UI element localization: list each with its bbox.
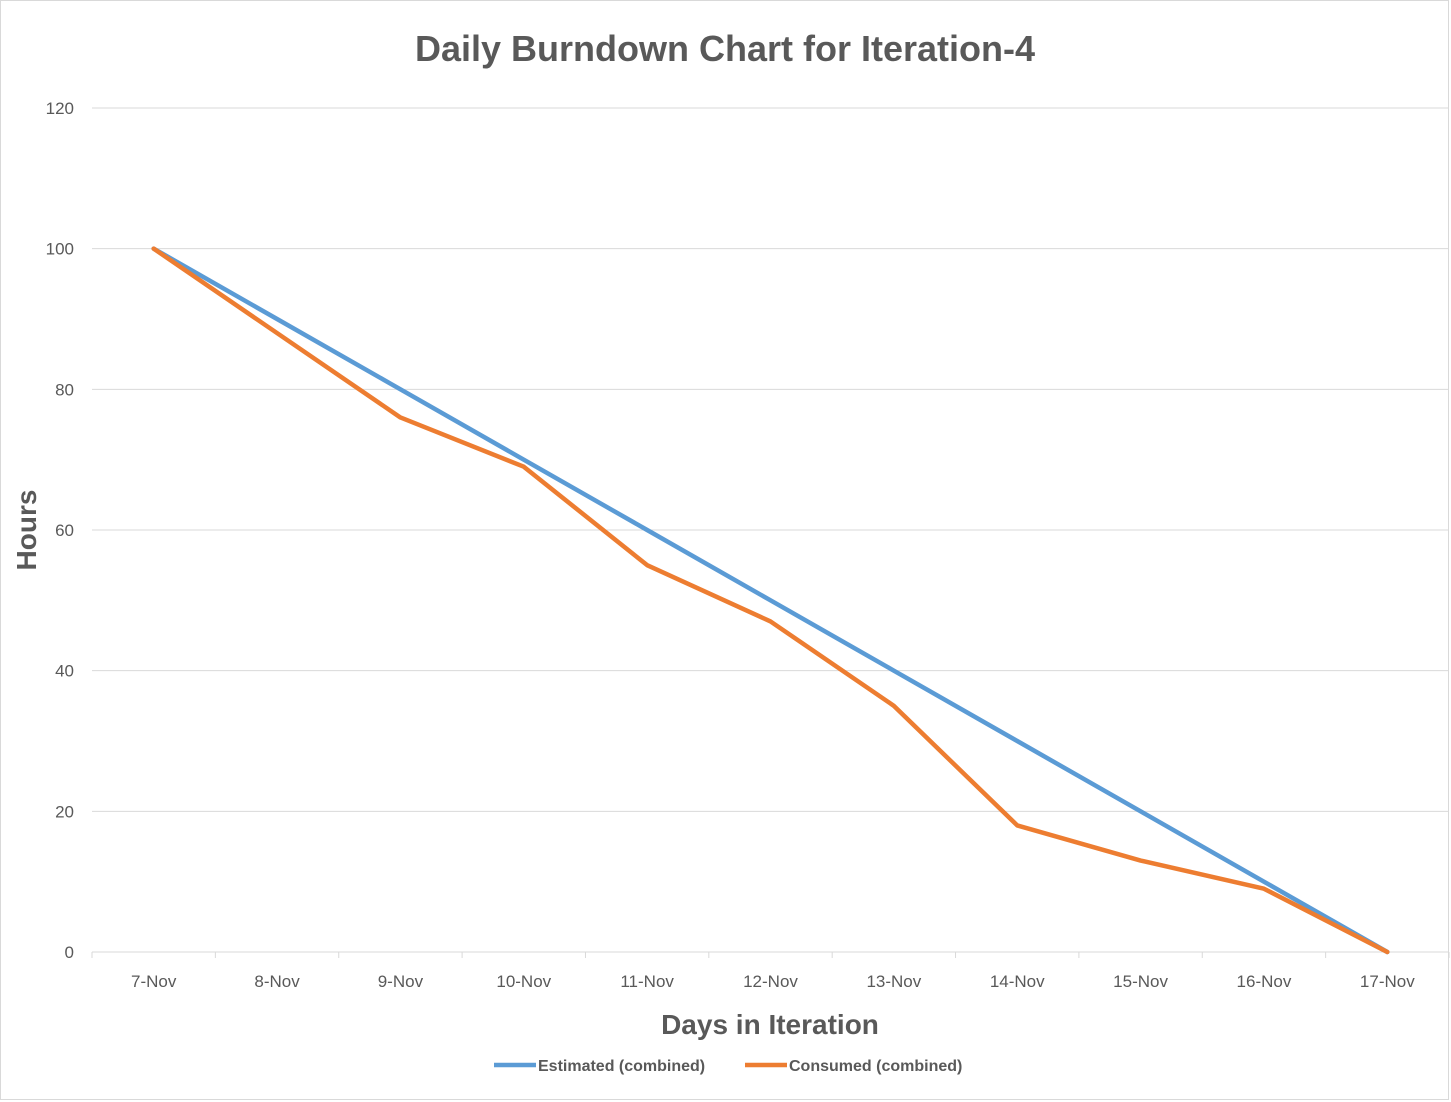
data-point [398,415,402,419]
data-point [522,465,526,469]
data-point [1385,950,1389,954]
y-axis-ticks: 0 20 40 60 80 100 120 [46,99,74,962]
legend-label: Consumed (combined) [789,1058,962,1075]
data-point [1015,823,1019,827]
x-tick-label: 12-Nov [743,972,798,991]
chart-title: Daily Burndown Chart for Iteration-4 [415,28,1035,69]
x-tick-label: 17-Nov [1360,972,1415,991]
legend: Estimated (combined) Consumed (combined) [494,1058,962,1075]
y-tick-label: 60 [55,521,74,540]
x-tick-label: 15-Nov [1113,972,1168,991]
data-point [892,669,896,673]
data-point [769,598,772,602]
data-point [1262,887,1266,891]
data-point [522,458,526,462]
x-tick-label: 9-Nov [378,972,424,991]
y-axis-title: Hours [11,490,42,571]
data-point [275,317,279,321]
y-tick-label: 100 [46,240,74,259]
x-axis-title: Days in Iteration [661,1009,879,1040]
data-point [398,387,402,391]
x-tick-label: 7-Nov [131,972,177,991]
y-tick-label: 40 [55,662,74,681]
y-tick-label: 120 [46,99,74,118]
x-tick-label: 14-Nov [990,972,1045,991]
series-lines [151,246,1390,955]
x-tick-label: 10-Nov [496,972,551,991]
y-tick-label: 20 [55,802,74,821]
x-tick-label: 13-Nov [866,972,921,991]
x-axis-ticks: 7-Nov 8-Nov 9-Nov 10-Nov 11-Nov 12-Nov 13-Nov 1… [91,952,1450,991]
data-point [645,563,649,567]
data-point [275,331,279,335]
data-point [645,528,649,532]
x-tick-label: 11-Nov [620,972,674,991]
data-point [892,704,896,708]
legend-label: Estimated (combined) [538,1058,705,1075]
data-point [769,619,772,623]
gridlines [92,107,1449,953]
y-tick-label: 0 [65,943,74,962]
y-tick-label: 80 [55,380,74,399]
data-point [1015,739,1019,743]
x-tick-label: 8-Nov [254,972,300,991]
data-point [1139,859,1143,863]
data-point [1262,880,1266,884]
x-tick-label: 16-Nov [1237,972,1292,991]
data-point [152,247,156,251]
data-point [1139,809,1143,813]
